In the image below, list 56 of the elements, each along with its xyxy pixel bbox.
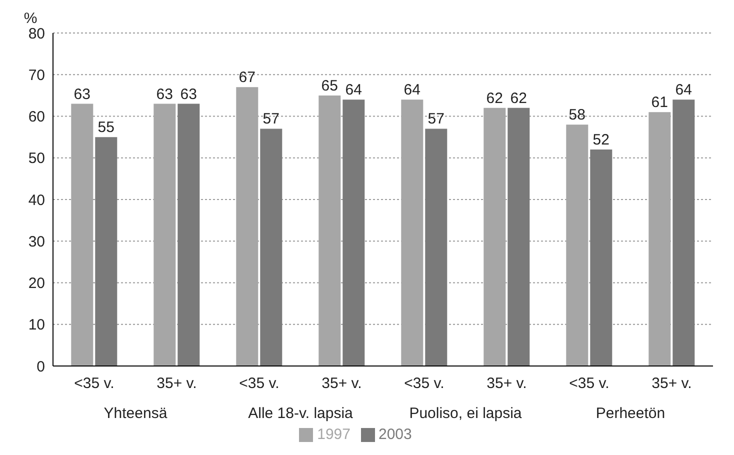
data-label: 57 (262, 110, 280, 128)
bar (318, 95, 341, 366)
bar (425, 128, 448, 366)
legend-label: 1997 (317, 426, 350, 443)
data-label: 62 (486, 90, 503, 107)
text: Puoliso, ei lapsia (409, 405, 522, 422)
x-tick-label: 35+ v. (322, 375, 362, 392)
text: Alle 18-v. lapsia (248, 405, 354, 422)
bar (95, 137, 118, 366)
bar (178, 104, 200, 366)
bar (260, 128, 282, 366)
data-label: 52 (592, 132, 610, 149)
data-label: 63 (180, 86, 197, 103)
data-label: 61 (651, 94, 668, 112)
x-tick-label: <35 v. (239, 375, 280, 392)
y-tick-label: 0 (36, 358, 45, 376)
bar (648, 112, 671, 366)
bar (342, 100, 365, 366)
text: Yhteensä (104, 405, 168, 422)
data-label: 62 (510, 90, 527, 107)
x-tick-label: 35+ v. (486, 375, 527, 392)
data-label: 64 (345, 82, 362, 99)
data-label: 64 (675, 82, 692, 99)
data-label: 65 (321, 77, 338, 94)
bar (590, 150, 612, 366)
bar (236, 87, 258, 366)
x-tick-label: <35 v. (569, 375, 610, 392)
data-label: 63 (74, 86, 90, 103)
data-label: 67 (238, 69, 256, 86)
x-tick-label: 35+ v. (156, 375, 197, 392)
bar (508, 108, 530, 366)
y-tick-label: 40 (28, 192, 45, 209)
y-tick-label: 20 (28, 275, 45, 292)
y-tick-label: 30 (28, 233, 45, 250)
x-tick-label: <35 v. (404, 375, 444, 392)
y-axis-title: % (24, 10, 38, 27)
bar (71, 104, 94, 366)
bar (154, 104, 176, 366)
data-label: 57 (428, 110, 444, 128)
legend-label: 2003 (378, 426, 412, 443)
text: Perheetön (596, 405, 666, 422)
x-tick-label: <35 v. (74, 375, 114, 392)
data-label: 64 (404, 82, 420, 99)
x-tick-label: 35+ v. (652, 375, 692, 392)
bar (672, 100, 695, 366)
y-tick-label: 50 (28, 150, 45, 168)
y-tick-label: 80 (28, 25, 45, 42)
y-tick-label: 10 (28, 316, 45, 334)
y-tick-label: 60 (28, 108, 45, 126)
data-label: 63 (156, 86, 173, 103)
data-label: 58 (568, 106, 586, 124)
y-tick-label: 70 (28, 66, 45, 84)
bar (566, 124, 588, 366)
data-label: 55 (98, 119, 114, 136)
bar (484, 108, 506, 366)
bar (401, 100, 424, 366)
